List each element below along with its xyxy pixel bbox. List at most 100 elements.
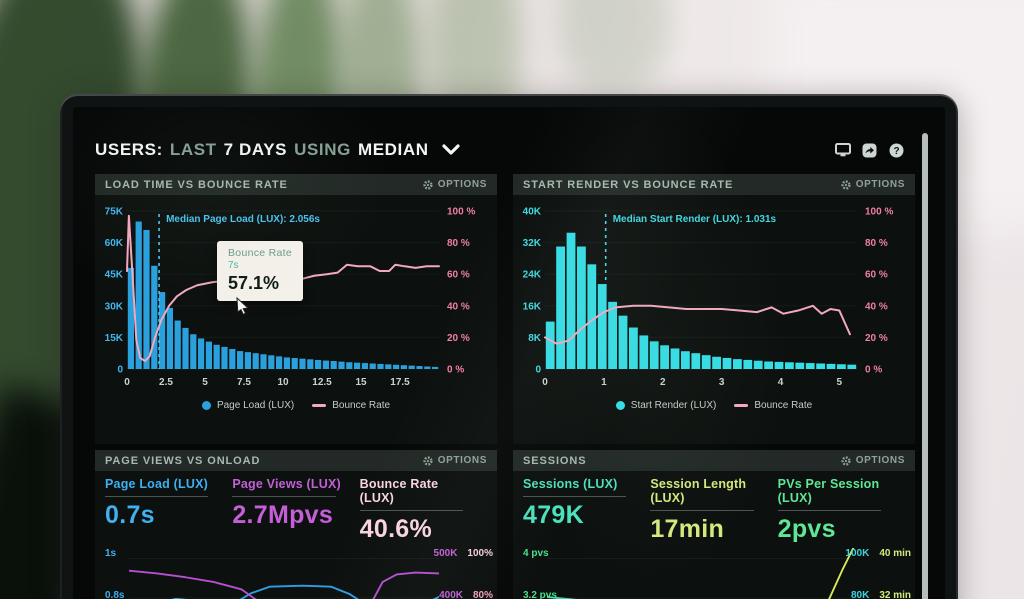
start-render-chart: 40K 100 % 32K 80 % 24K 60 % 16K 40 % 8K 20 % 0 0 % M… — [513, 195, 915, 412]
svg-text:0: 0 — [535, 365, 541, 376]
panel-header: LOAD TIME VS BOUNCE RATE OPTIONS — [95, 174, 497, 195]
svg-text:32K: 32K — [523, 238, 542, 249]
mini-axis-label: 500K — [433, 548, 458, 559]
options-button[interactable]: OPTIONS — [841, 455, 905, 466]
stats-row: Page Load (LUX) 0.7s Page Views (LUX) 2.… — [95, 471, 497, 544]
svg-text:Median Start Render (LUX): 1.0: Median Start Render (LUX): 1.031s — [613, 214, 777, 225]
panel-sessions: SESSIONS OPTIONS Sessions (LUX) 479K — [513, 450, 915, 599]
svg-text:?: ? — [893, 146, 899, 157]
svg-text:0 %: 0 % — [447, 365, 464, 376]
stat-underline — [105, 496, 209, 497]
svg-text:60K: 60K — [105, 238, 124, 249]
legend-dot-icon — [201, 401, 211, 410]
header-segment: USING — [294, 140, 351, 159]
svg-text:20 %: 20 % — [447, 333, 470, 344]
options-button[interactable]: OPTIONS — [423, 455, 487, 466]
gear-icon — [423, 455, 433, 466]
svg-text:60 %: 60 % — [865, 270, 888, 281]
svg-text:0: 0 — [117, 365, 123, 376]
svg-text:15: 15 — [355, 377, 367, 388]
stat-underline — [523, 496, 627, 497]
options-button[interactable]: OPTIONS — [423, 179, 487, 190]
mini-axis-label-row: 100K 40 min — [845, 548, 911, 559]
stat-session-length: Session Length (LUX) 17min — [650, 477, 777, 544]
help-icon[interactable]: ? — [888, 143, 905, 158]
panel-title: PAGE VIEWS VS ONLOAD — [105, 454, 261, 467]
header-segment: USERS: — [95, 140, 163, 159]
panel-start-render: START RENDER VS BOUNCE RATE OPTIONS 40K 1… — [513, 174, 915, 444]
svg-text:5: 5 — [837, 377, 843, 388]
stat-underline — [232, 496, 336, 497]
svg-text:24K: 24K — [523, 270, 542, 281]
stat-pvs-per-session: PVs Per Session (LUX) 2pvs — [777, 477, 881, 543]
load-time-chart-svg: 75K 100 % 60K 80 % 45K 60 % 30K 40 % 15K 20 % 0 0 %… — [105, 207, 476, 389]
display-icon[interactable] — [834, 143, 851, 158]
svg-text:2: 2 — [660, 377, 666, 388]
sessions-mini-chart: 4 pvs 3.2 pvs 100K 40 min 80K 32 min — [513, 546, 915, 599]
header-segment: LAST — [169, 140, 217, 159]
svg-text:60 %: 60 % — [447, 270, 470, 281]
svg-text:80 %: 80 % — [865, 238, 888, 249]
svg-text:0 %: 0 % — [865, 365, 882, 376]
panel-header: SESSIONS OPTIONS — [513, 450, 915, 471]
chart-legend: Start Render (LUX) Bounce Rate — [513, 400, 915, 411]
share-icon[interactable] — [861, 143, 878, 158]
plant-leaf — [560, 0, 670, 90]
panel-page-views: PAGE VIEWS VS ONLOAD OPTIONS Page Load (… — [95, 450, 497, 599]
svg-text:4: 4 — [778, 377, 784, 388]
header-icon-group: ? — [834, 143, 905, 158]
legend-start-render[interactable]: Start Render (LUX) — [615, 400, 716, 411]
svg-text:40K: 40K — [523, 207, 542, 218]
users-range-dropdown[interactable]: USERS: LAST 7 DAYS USING MEDIAN — [95, 140, 460, 160]
svg-text:0: 0 — [124, 377, 130, 388]
panel-title: SESSIONS — [523, 454, 587, 467]
legend-bounce-rate[interactable]: Bounce Rate — [312, 400, 390, 411]
svg-text:Median Page Load (LUX): 2.056s: Median Page Load (LUX): 2.056s — [166, 214, 320, 225]
panel-header: START RENDER VS BOUNCE RATE OPTIONS — [513, 174, 915, 195]
app-header: USERS: LAST 7 DAYS USING MEDIAN — [95, 135, 919, 165]
mini-axis-label-row: 500K 100% — [434, 548, 493, 559]
mini-axis-label: 4 pvs — [523, 548, 549, 559]
svg-text:100 %: 100 % — [447, 207, 475, 218]
stat-sessions: Sessions (LUX) 479K — [523, 477, 650, 544]
stat-underline — [359, 510, 463, 511]
svg-text:20 %: 20 % — [865, 333, 888, 344]
stats-row: Sessions (LUX) 479K Session Length (LUX)… — [513, 471, 915, 544]
chart-tooltip: Bounce Rate 7s 57.1% — [217, 241, 304, 301]
mini-axis-label: 1s — [105, 548, 117, 559]
legend-dash-icon — [734, 404, 749, 407]
page-views-mini-svg — [129, 557, 439, 599]
mini-axis-label: 40 min — [879, 548, 911, 559]
header-segment: 7 DAYS — [223, 140, 288, 159]
mouse-cursor-icon — [236, 296, 250, 320]
stat-underline — [650, 510, 754, 511]
svg-text:75K: 75K — [105, 207, 124, 218]
svg-text:1: 1 — [601, 377, 607, 388]
laptop-bezel: USERS: LAST 7 DAYS USING MEDIAN — [60, 94, 958, 599]
mini-axis-label: 0.8s — [105, 590, 125, 599]
page-views-mini-chart: 1s 0.8s 500K 100% 400K 80% — [95, 546, 497, 599]
sessions-mini-svg — [547, 548, 857, 599]
svg-text:5: 5 — [202, 377, 208, 388]
scrollbar[interactable] — [922, 133, 928, 599]
legend-page-load[interactable]: Page Load (LUX) — [201, 400, 294, 411]
gear-icon — [841, 455, 851, 466]
svg-text:7.5: 7.5 — [237, 377, 251, 388]
start-render-chart-svg: 40K 100 % 32K 80 % 24K 60 % 16K 40 % 8K 20 % 0 0 % M… — [523, 207, 894, 389]
svg-text:15K: 15K — [105, 333, 124, 344]
legend-bounce-rate[interactable]: Bounce Rate — [734, 400, 812, 411]
panel-title: START RENDER VS BOUNCE RATE — [523, 178, 734, 191]
svg-text:100 %: 100 % — [865, 207, 893, 218]
mini-axis-label: 80% — [472, 590, 493, 599]
panel-title: LOAD TIME VS BOUNCE RATE — [105, 178, 288, 191]
gear-icon — [841, 179, 851, 190]
svg-text:0: 0 — [542, 377, 548, 388]
stat-page-load: Page Load (LUX) 0.7s — [105, 477, 209, 529]
mini-axis-label: 400K — [439, 590, 463, 599]
options-button[interactable]: OPTIONS — [841, 179, 905, 190]
mini-axis-label: 80K — [850, 590, 870, 599]
panel-load-time: LOAD TIME VS BOUNCE RATE OPTIONS 75K 100 … — [95, 174, 497, 444]
stat-underline — [777, 510, 881, 511]
svg-text:2.5: 2.5 — [159, 377, 173, 388]
mini-axis-label: 100% — [467, 548, 493, 559]
